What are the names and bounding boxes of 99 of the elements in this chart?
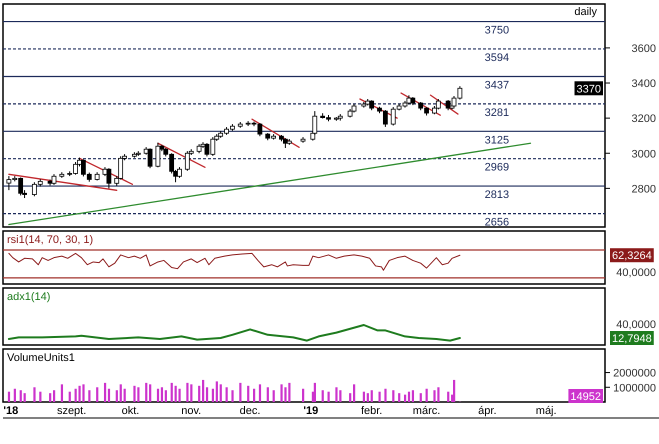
bar (266, 387, 269, 402)
x-tick-label: '18 (3, 405, 18, 417)
bar (447, 392, 450, 402)
candlestick (156, 142, 160, 168)
bar (258, 384, 262, 402)
bar (8, 392, 10, 402)
ref-line-label: 3125 (484, 134, 510, 146)
bar (104, 382, 106, 402)
bar (420, 393, 422, 402)
candlestick (312, 110, 318, 136)
ref-line-label: 2656 (484, 216, 510, 229)
bar (328, 392, 330, 402)
ref-line-label: 3437 (484, 80, 510, 92)
bar (164, 390, 167, 402)
bar (78, 386, 81, 402)
bar (370, 390, 373, 402)
x-tick-label: dec. (240, 405, 260, 417)
x-tick-label: márc. (412, 405, 440, 417)
bar (314, 382, 316, 402)
y-tick-label: 3600 (632, 42, 656, 55)
y-tick-label: 2800 (632, 183, 656, 196)
ref-line-label: 3594 (484, 52, 510, 64)
bar (408, 392, 410, 402)
bar (20, 390, 22, 402)
bar (145, 382, 148, 402)
bar (124, 388, 126, 402)
y-tick-label: 2000000 (613, 368, 656, 380)
bar (39, 392, 42, 402)
bar (49, 393, 52, 402)
bar (88, 390, 90, 402)
bar (149, 384, 152, 402)
bar (404, 394, 406, 402)
bar (353, 384, 356, 402)
annotation: 3370 (576, 83, 601, 96)
bar (362, 392, 366, 402)
x-tick-label: '19 (303, 405, 318, 417)
ref-line-label: 2813 (484, 189, 510, 202)
bar (378, 392, 381, 402)
bar (392, 390, 394, 402)
candlestick (106, 168, 112, 189)
bar (96, 387, 98, 402)
chart-title: adx1(14) (7, 291, 50, 303)
x-tick-label: febr. (360, 405, 382, 417)
x-tick-label: ápr. (478, 405, 497, 417)
y-tick-label: 3400 (632, 78, 656, 90)
bar (74, 388, 77, 402)
bar (220, 384, 222, 402)
bar (433, 390, 436, 402)
candlestick (196, 144, 202, 154)
candlestick (369, 100, 374, 111)
bar (24, 393, 26, 402)
candlestick (148, 148, 152, 169)
bar (186, 382, 189, 402)
bar (133, 386, 136, 402)
x-tick-label: szept. (56, 405, 86, 417)
bar (202, 380, 204, 402)
bar (60, 384, 64, 402)
bar (339, 390, 342, 402)
bar (239, 382, 242, 402)
y-tick-label: 1000000 (613, 382, 656, 394)
y-tick-label: 3200 (632, 113, 656, 126)
bar (412, 390, 414, 402)
candlestick (184, 150, 190, 172)
bar (322, 390, 324, 402)
bar (216, 381, 218, 402)
text: 40,0000 (616, 319, 656, 331)
annotation: daily (574, 6, 598, 18)
bar (170, 382, 173, 402)
x-tick-label: okt. (122, 405, 140, 417)
ref-line-label: 2969 (484, 162, 510, 174)
bar (174, 386, 177, 402)
bar (426, 388, 428, 402)
candlestick (52, 174, 56, 186)
bar (52, 390, 56, 402)
ref-line-label: 3750 (484, 24, 510, 37)
bar (398, 393, 400, 402)
bar (120, 384, 122, 402)
annotation: 14952 (570, 391, 601, 403)
text: 40,0000 (616, 267, 656, 280)
bar (82, 384, 85, 402)
bar (288, 382, 290, 402)
bar (68, 392, 71, 402)
candlestick (177, 166, 182, 178)
x-tick-label: nov. (181, 405, 202, 417)
bar (366, 393, 369, 402)
bar (453, 380, 456, 402)
text: 62,3264 (612, 250, 652, 262)
chart-title: rsi1(14, 70, 30, 1) (7, 234, 94, 246)
bar (280, 384, 283, 402)
ref-line-label: 3281 (484, 106, 510, 119)
y-tick-label: 3000 (632, 148, 656, 160)
text: 12,7948 (612, 333, 652, 345)
x-tick-label: máj. (536, 405, 557, 417)
bar (272, 390, 275, 402)
bar (231, 390, 234, 402)
candlestick (406, 94, 412, 105)
bar (247, 386, 250, 402)
bar (190, 384, 192, 402)
chart-title: VolumeUnits1 (7, 352, 75, 364)
